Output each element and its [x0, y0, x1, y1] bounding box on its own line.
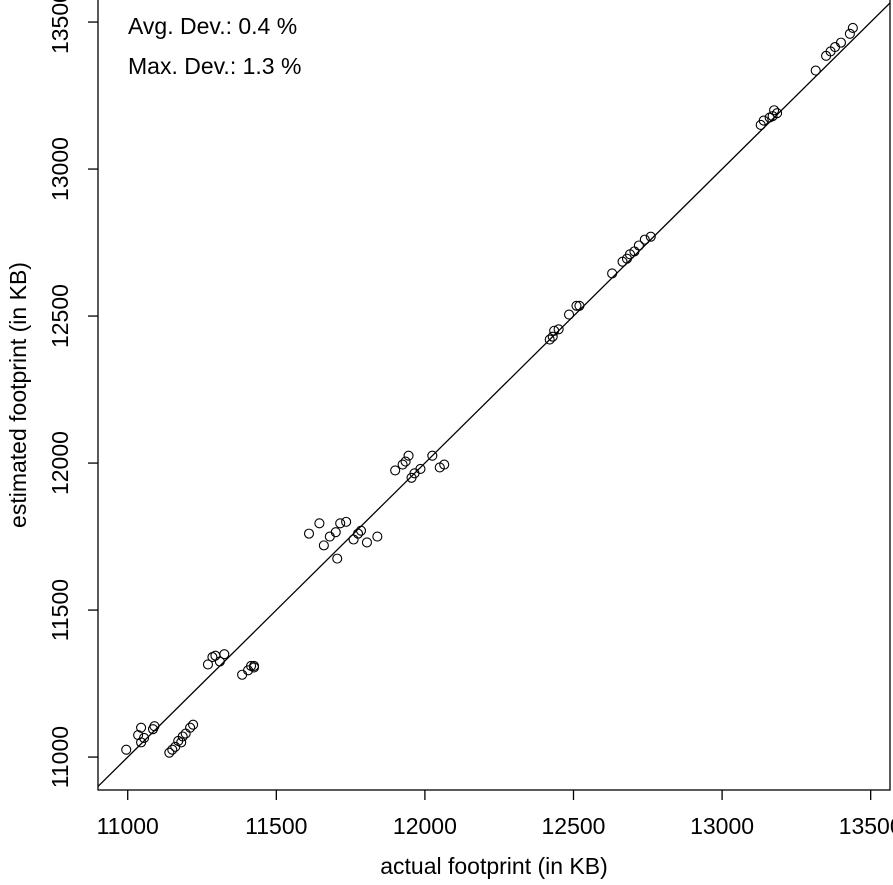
annotation: Max. Dev.: 1.3 % — [128, 53, 301, 79]
y-tick-label: 11000 — [47, 726, 73, 788]
point — [219, 649, 230, 660]
point — [210, 650, 221, 661]
point — [427, 450, 438, 461]
point — [553, 324, 564, 335]
point — [563, 309, 575, 320]
point — [400, 456, 411, 467]
point — [303, 528, 315, 539]
point — [361, 537, 373, 548]
point — [167, 744, 178, 755]
reference-line — [97, 2, 891, 787]
x-tick-label: 11000 — [97, 813, 159, 839]
point — [214, 656, 225, 667]
point — [185, 722, 196, 733]
y-tick-label: 13500 — [47, 0, 73, 54]
point — [835, 37, 847, 48]
point — [372, 531, 383, 542]
point — [330, 527, 341, 538]
point — [574, 300, 585, 311]
point — [758, 115, 769, 126]
point — [810, 65, 821, 76]
point — [136, 722, 147, 733]
point — [314, 518, 325, 529]
y-tick-label: 12000 — [47, 431, 73, 495]
point — [133, 729, 144, 741]
x-tick-label: 12500 — [542, 813, 606, 839]
point — [415, 463, 426, 474]
point — [633, 240, 644, 251]
point — [324, 531, 335, 542]
x-tick-label: 13000 — [690, 813, 754, 839]
point — [772, 108, 783, 119]
point — [355, 525, 367, 536]
point — [607, 268, 618, 279]
x-tick-label: 13500 — [839, 813, 893, 839]
annotation: Avg. Dev.: 0.4 % — [128, 13, 297, 39]
y-tick-label: 12500 — [47, 284, 73, 348]
point — [248, 662, 260, 673]
point — [164, 747, 175, 758]
y-tick-label: 13000 — [47, 137, 73, 201]
point — [332, 553, 343, 564]
point — [547, 331, 558, 342]
x-axis-label: actual footprint (in KB) — [380, 853, 608, 879]
y-axis-label: estimated footprint (in KB) — [5, 262, 31, 528]
point — [335, 518, 346, 529]
point — [639, 234, 650, 245]
x-tick-label: 12000 — [393, 813, 457, 839]
point — [318, 540, 329, 551]
point — [121, 744, 132, 755]
y-tick-label: 11500 — [47, 579, 73, 641]
x-tick-label: 11500 — [245, 813, 307, 839]
point — [549, 325, 560, 336]
point — [341, 516, 352, 527]
point — [177, 731, 188, 742]
point — [769, 105, 780, 116]
point — [237, 669, 248, 680]
point — [188, 719, 199, 730]
point — [390, 465, 401, 476]
point — [202, 659, 214, 670]
plot-frame — [97, 0, 891, 791]
point — [139, 732, 150, 744]
point — [844, 28, 855, 39]
point — [439, 459, 450, 470]
point — [149, 721, 160, 732]
point — [397, 459, 408, 470]
point — [352, 528, 364, 539]
point — [645, 231, 656, 242]
point — [544, 334, 555, 345]
point — [571, 300, 582, 311]
point — [403, 450, 414, 461]
point — [348, 534, 359, 545]
point — [176, 737, 187, 748]
point — [847, 22, 858, 33]
